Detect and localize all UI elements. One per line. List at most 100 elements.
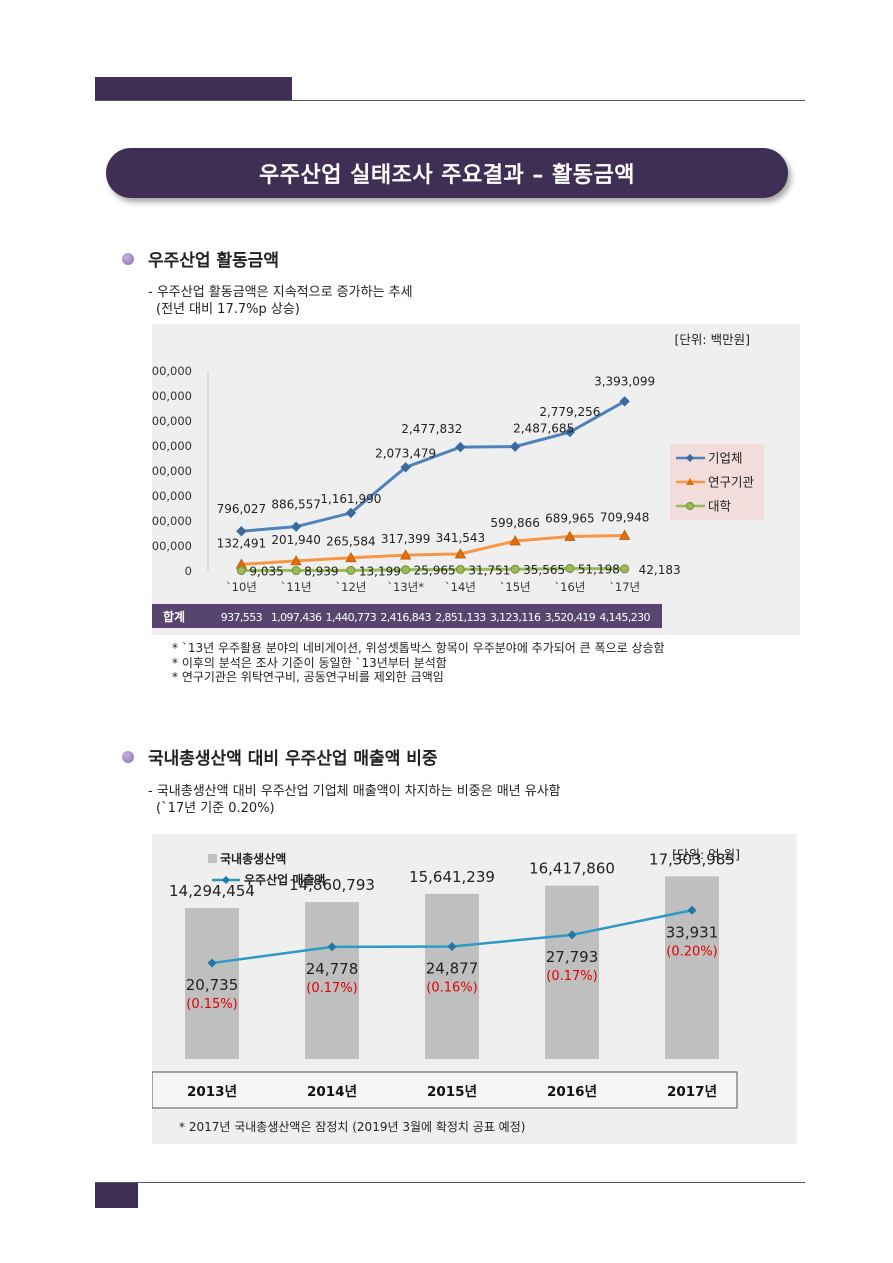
description-line: - 국내총생산액 대비 우주산업 기업체 매출액이 차지하는 비중은 매년 유사… xyxy=(148,784,561,799)
data-point xyxy=(565,563,575,573)
series-line-0 xyxy=(241,400,626,533)
legend-label: 대학 xyxy=(708,499,732,514)
data-label: 31,751 xyxy=(468,563,510,577)
share-label: (0.16%) xyxy=(426,980,477,995)
totals-value: 4,145,230 xyxy=(599,611,650,624)
gdp-bar xyxy=(425,893,479,1059)
y-tick-label: 1,500,000 xyxy=(152,489,192,503)
data-point xyxy=(454,548,467,559)
data-point xyxy=(290,521,302,532)
data-label: 886,557 xyxy=(271,498,321,512)
totals-value: 1,440,773 xyxy=(326,611,377,624)
data-label: 51,198 xyxy=(578,562,620,576)
series-line-2 xyxy=(241,566,625,573)
totals-label: 합계 xyxy=(163,609,185,624)
data-point xyxy=(564,426,576,438)
y-tick-label: 4,000,000 xyxy=(152,364,192,378)
y-tick-label: 2,000,000 xyxy=(152,464,192,478)
y-tick-label: 3,000,000 xyxy=(152,414,192,428)
data-point xyxy=(236,566,246,576)
footer-page-box xyxy=(95,1183,138,1208)
y-tick-label: 1,000,000 xyxy=(152,514,192,528)
data-point xyxy=(290,555,302,566)
section-heading-label: 국내총생산액 대비 우주산업 매출액 비중 xyxy=(148,749,438,769)
data-point xyxy=(400,462,411,473)
section-heading-gdp-share: 국내총생산액 대비 우주산업 매출액 비중 xyxy=(122,744,438,769)
data-point xyxy=(447,941,457,951)
data-label: 13,199 xyxy=(359,564,401,578)
x-tick-label: `12년 xyxy=(335,580,366,594)
bar-value-label: 17,303,985 xyxy=(649,850,735,868)
share-label: (0.20%) xyxy=(666,944,717,959)
data-point xyxy=(327,942,337,952)
x-tick-label: `15년 xyxy=(500,580,531,594)
data-label: 341,543 xyxy=(436,531,486,545)
bar-value-label: 15,641,239 xyxy=(409,868,495,886)
section-heading-label: 우주산업 활동금액 xyxy=(148,251,280,271)
data-label: 8,939 xyxy=(304,565,338,579)
legend-marker xyxy=(686,502,694,510)
data-label: 599,866 xyxy=(490,516,540,530)
x-tick-label: `10년 xyxy=(226,580,257,594)
legend-label: 우주산업 매출액 xyxy=(244,872,325,887)
x-tick-label: 2014년 xyxy=(307,1084,357,1100)
data-label: 9,035 xyxy=(249,565,283,579)
chart-note: * 2017년 국내총생산액은 잠정치 (2019년 3월에 확정치 공표 예정… xyxy=(179,1120,525,1134)
y-tick-label: 500,000 xyxy=(152,539,192,553)
data-point xyxy=(345,507,357,519)
legend-marker xyxy=(222,876,230,884)
gdp-bar xyxy=(545,885,599,1059)
description-line: (전년 대비 17.7%p 상승) xyxy=(156,302,300,317)
unit-label: [단위: 억 원] xyxy=(672,847,740,862)
header-bar xyxy=(95,77,292,101)
totals-value: 2,851,133 xyxy=(435,611,486,624)
x-tick-label: `16년 xyxy=(554,580,585,594)
data-point xyxy=(455,441,466,453)
data-point xyxy=(207,958,217,968)
header-rule xyxy=(95,100,805,101)
data-point xyxy=(567,930,577,940)
data-label: 1,161,990 xyxy=(320,492,381,506)
data-label: 2,779,256 xyxy=(539,405,600,419)
legend-label: 연구기관 xyxy=(708,475,755,490)
data-label: 689,965 xyxy=(545,512,595,526)
y-tick-label: 3,500,000 xyxy=(152,389,192,403)
data-label: 2,073,479 xyxy=(375,446,436,460)
data-point xyxy=(564,530,576,541)
line-value-label: 33,931 xyxy=(666,923,719,941)
chart-notes: * `13년 우주활용 분야의 네비게이션, 위성셋톱박스 항목이 우주분야에 … xyxy=(172,641,665,685)
totals-row xyxy=(152,604,662,628)
bar-value-label: 14,294,454 xyxy=(169,882,255,900)
data-point xyxy=(401,565,411,575)
activity-line-chart: [단위: 백만원] 0 500,000 1,000,000 1,500,000 2,000… xyxy=(152,332,764,628)
data-label: 317,399 xyxy=(381,532,431,546)
share-label: (0.15%) xyxy=(186,997,237,1012)
section-heading-activity: 우주산업 활동금액 xyxy=(122,246,279,271)
line-value-label: 24,877 xyxy=(426,959,479,977)
series-line-1 xyxy=(241,534,625,566)
totals-value: 2,416,843 xyxy=(380,611,431,624)
activity-chart-panel: [단위: 백만원] 0 500,000 1,000,000 1,500,000 2,000… xyxy=(152,324,800,635)
note-line: * 연구기관은 위탁연구비, 공동연구비를 제외한 금액임 xyxy=(172,670,444,684)
bar-value-label: 14,860,793 xyxy=(289,876,375,894)
x-tick-label: `14년 xyxy=(445,580,476,594)
data-point xyxy=(687,905,697,915)
legend-marker xyxy=(208,854,217,863)
x-tick-label: 2013년 xyxy=(187,1084,237,1100)
data-label: 35,565 xyxy=(523,563,565,577)
data-point xyxy=(620,564,630,574)
data-point xyxy=(509,535,521,546)
legend-label: 국내총생산액 xyxy=(220,851,286,866)
note-line: * 이후의 분석은 조사 기준이 동일한 `13년부터 분석함 xyxy=(172,655,447,670)
bullet-icon xyxy=(122,252,134,265)
data-point xyxy=(619,396,630,407)
unit-label: [단위: 백만원] xyxy=(675,332,750,347)
totals-value: 1,097,436 xyxy=(271,611,322,624)
description-line: - 우주산업 활동금액은 지속적으로 증가하는 추세 xyxy=(148,285,413,300)
x-tick-label: 2017년 xyxy=(667,1084,717,1100)
note-line: * `13년 우주활용 분야의 네비게이션, 위성셋톱박스 항목이 우주분야에 … xyxy=(172,641,665,655)
data-label: 42,183 xyxy=(639,563,681,577)
x-tick-label: 2016년 xyxy=(547,1084,597,1100)
